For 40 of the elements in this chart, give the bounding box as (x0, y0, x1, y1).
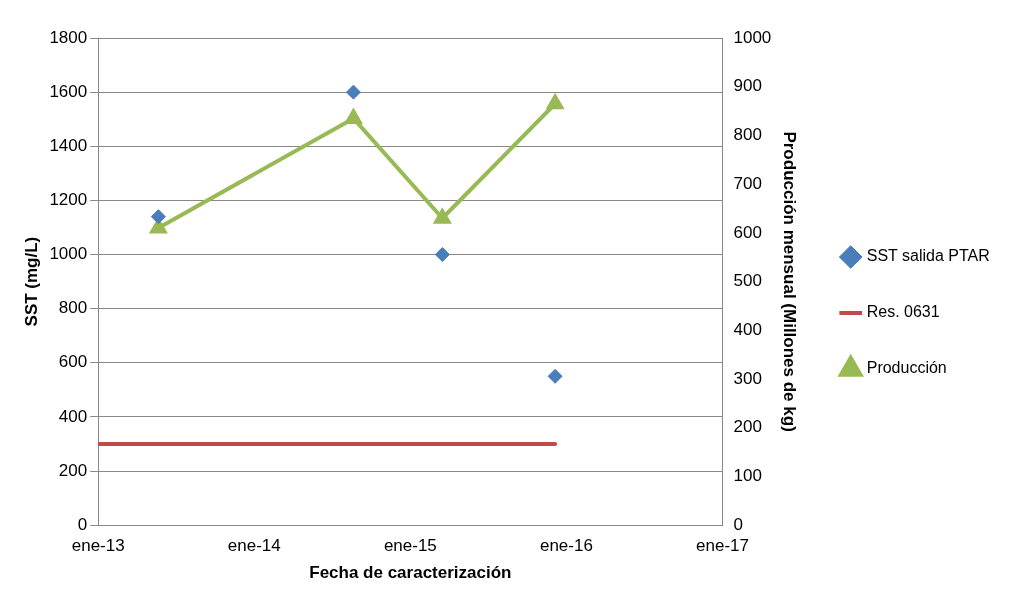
y2-tick-label: 400 (733, 320, 762, 340)
y-tick-label: 600 (58, 352, 88, 372)
x-tick-label: ene-13 (71, 536, 125, 556)
x-tick-label: ene-16 (539, 536, 593, 556)
y-tick-label: 400 (58, 406, 88, 426)
y2-tick-label: 700 (733, 173, 762, 193)
y2-tick-label: 600 (733, 222, 762, 242)
y-tick-label: 1400 (49, 135, 88, 155)
legend-label: Res. 0631 (866, 303, 940, 321)
y-tick-label: 800 (58, 298, 88, 318)
point (150, 209, 166, 225)
point (547, 94, 564, 110)
y2-tick-label: 900 (733, 76, 762, 96)
y-tick-label: 1000 (49, 244, 88, 264)
point (434, 247, 450, 263)
y2-tick-label: 800 (733, 125, 762, 145)
point (434, 209, 451, 224)
point (345, 84, 361, 100)
y-tick-label: 200 (58, 460, 88, 480)
point (150, 219, 167, 234)
point (345, 109, 362, 124)
y2-tick-label: 100 (733, 466, 762, 486)
y-tick-label: 1800 (49, 27, 88, 47)
y-tick-label: 1600 (49, 81, 88, 101)
y2-axis-title: Producción mensual (Millones de kg) (779, 131, 799, 432)
x-tick-label: ene-17 (696, 536, 749, 556)
point (547, 368, 563, 384)
y-tick-label: 1200 (49, 190, 88, 210)
legend-label: Producción (866, 359, 947, 377)
y2-tick-label: 500 (733, 271, 762, 291)
legend-label: SST salida PTAR (866, 247, 990, 265)
x-tick-label: ene-14 (227, 536, 281, 556)
y2-tick-label: 300 (733, 368, 762, 388)
y-axis-title: SST (mg/L) (21, 236, 41, 327)
y-tick-label: 0 (77, 514, 88, 534)
y2-tick-label: 200 (733, 417, 762, 437)
x-tick-label: ene-15 (383, 536, 437, 556)
y2-tick-label: 1000 (733, 27, 772, 47)
y2-tick-label: 0 (733, 514, 743, 534)
x-axis-title: Fecha de caracterización (309, 563, 512, 583)
